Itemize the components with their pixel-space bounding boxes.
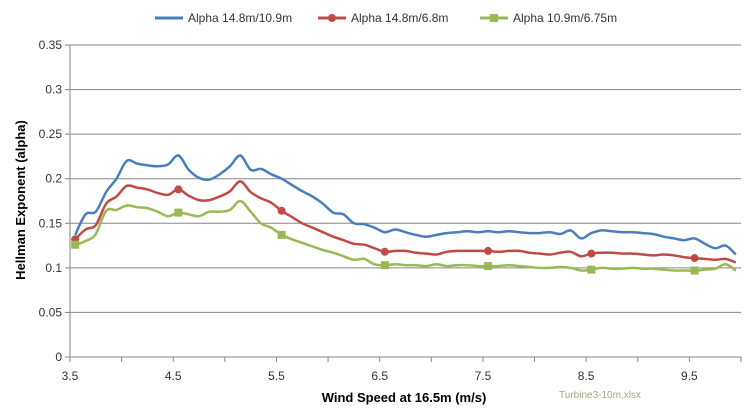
legend-label: Alpha 14.8m/6.8m xyxy=(351,11,448,25)
y-tick-label: 0.05 xyxy=(39,305,63,319)
data-point-marker xyxy=(380,247,389,256)
x-tick-label: 6.5 xyxy=(371,369,388,383)
series-group xyxy=(71,154,737,275)
data-point-marker xyxy=(277,230,286,239)
legend: Alpha 14.8m/10.9m Alpha 14.8m/6.8m Alpha 1… xyxy=(155,11,617,25)
legend-label: Alpha 14.8m/10.9m xyxy=(188,11,292,25)
gridlines xyxy=(70,44,741,313)
series-line-alpha-14-8m-6-8m xyxy=(74,180,737,264)
legend-label: Alpha 10.9m/6.75m xyxy=(513,11,617,25)
x-tick-label: 9.5 xyxy=(681,369,698,383)
data-point-marker xyxy=(587,249,596,258)
data-point-marker xyxy=(277,206,286,215)
data-point-marker xyxy=(71,240,80,249)
legend-swatch-marker xyxy=(490,14,498,22)
x-tick-label: 8.5 xyxy=(578,369,595,383)
y-axis: 0 0.05 0.1 0.15 0.2 0.25 0.3 0.35 xyxy=(39,38,71,364)
y-axis-title: Hellman Exponent (alpha) xyxy=(13,120,28,280)
legend-swatch-marker xyxy=(328,14,336,22)
data-point-marker xyxy=(174,208,183,217)
series-line-alpha-10-9m-6-75m xyxy=(74,199,737,272)
x-tick-label: 7.5 xyxy=(475,369,492,383)
y-tick-label: 0.25 xyxy=(39,127,63,141)
y-tick-label: 0.2 xyxy=(45,172,62,186)
x-tick-label: 3.5 xyxy=(62,369,79,383)
x-axis-title: Wind Speed at 16.5m (m/s) xyxy=(322,390,487,405)
data-point-marker xyxy=(484,262,493,271)
data-point-marker xyxy=(587,265,596,274)
data-point-marker xyxy=(690,266,699,275)
x-tick-label: 5.5 xyxy=(268,369,285,383)
y-tick-label: 0.35 xyxy=(39,38,63,52)
series-line-alpha-14-8m-10-9m xyxy=(74,154,737,256)
y-tick-label: 0 xyxy=(55,350,62,364)
y-tick-label: 0.15 xyxy=(39,216,63,230)
data-point-marker xyxy=(484,246,493,255)
x-axis: 3.5 4.5 5.5 6.5 7.5 8.5 9.5 xyxy=(62,356,742,383)
y-tick-label: 0.3 xyxy=(45,83,62,97)
x-tick-label: 4.5 xyxy=(165,369,182,383)
data-point-marker xyxy=(690,254,699,263)
data-point-marker xyxy=(380,261,389,270)
y-tick-label: 0.1 xyxy=(45,261,62,275)
footnote-filename: Turbine3-10m.xlsx xyxy=(559,390,641,401)
data-point-marker xyxy=(174,185,183,194)
